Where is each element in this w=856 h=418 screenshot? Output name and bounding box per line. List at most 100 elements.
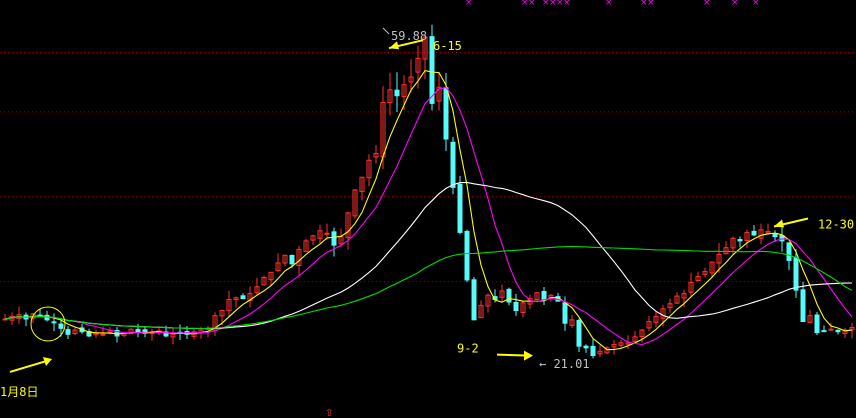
top-marker-1: × [521,0,529,8]
candle-82 [576,318,582,353]
candle-120 [842,327,848,338]
candle-52 [366,154,372,187]
candle-74 [520,301,526,318]
candle-45 [317,224,323,244]
candle-body-96 [674,295,680,304]
candle-118 [828,323,834,331]
candle-body-77 [541,290,547,300]
candle-body-102 [716,253,722,264]
candle-41 [289,254,295,268]
candle-body-56 [394,89,400,97]
candle-body-61 [429,36,435,104]
candle-34 [240,293,246,300]
candle-47 [331,227,337,257]
candle-body-88 [618,342,624,346]
candle-9 [65,326,71,339]
candle-body-8 [58,323,64,329]
top-marker-11: × [731,0,739,8]
candle-body-43 [303,240,309,253]
candle-body-33 [233,297,239,301]
arrow-head [43,356,52,366]
candle-51 [359,176,365,201]
candle-81 [569,314,575,328]
annotation-2: 6-15 [388,39,462,53]
top-marker-7: × [605,0,613,8]
candle-body-53 [373,152,379,158]
candle-119 [835,329,841,335]
top-marker-6: × [563,0,571,8]
date-label: 12-30 [818,217,854,231]
candle-108 [758,223,764,245]
annotation-1: ← 21.01 [539,357,590,371]
bottom-marker: ⇧ [325,408,333,418]
candle-105 [737,236,743,248]
low-price-label: ← 21.01 [539,357,590,371]
candle-24 [170,327,176,345]
candle-93 [653,311,659,328]
candle-body-73 [513,301,519,312]
candle-body-74 [520,302,526,314]
candle-body-57 [401,84,407,98]
candle-32 [226,290,232,317]
candle-body-120 [842,329,848,335]
candle-body-66 [464,230,470,281]
arrow-head [389,41,399,50]
candle-body-106 [744,231,750,241]
candle-body-112 [786,242,792,261]
candle-body-47 [331,231,337,246]
candle-36 [254,277,260,296]
candle-body-116 [814,314,820,334]
annotation-5: 1月8日 [0,306,66,399]
top-marker-2: × [528,0,536,8]
candle-50 [352,188,358,219]
candle-114 [800,281,806,323]
candle-92 [646,316,652,331]
candle-66 [464,229,470,283]
candle-115 [807,309,813,324]
candle-body-97 [681,293,687,299]
top-marker-5: × [556,0,564,8]
highlight-circle [30,306,66,342]
candle-72 [506,287,512,306]
candle-83 [583,344,589,353]
candle-103 [723,241,729,255]
candle-88 [618,339,624,348]
arrow-head [524,350,533,361]
candle-body-34 [240,295,246,300]
candle-49 [345,211,351,250]
candle-76 [534,292,540,301]
candle-body-108 [758,229,764,239]
candle-body-87 [611,343,617,348]
moving-average-lines [4,69,853,351]
arrow-shaft [9,359,51,373]
candle-body-58 [408,76,414,83]
candle-body-91 [639,329,645,337]
annotations: 59.88 ← 21.01 6-15 9-2 12-30 1月8日 [0,27,854,399]
candle-body-115 [807,315,813,323]
candle-39 [275,253,281,273]
annotation-0: 59.88 [382,27,427,43]
candle-body-119 [835,329,841,333]
candle-62 [436,72,442,111]
candle-body-18 [128,328,134,335]
candle-100 [702,267,708,278]
candle-body-60 [422,36,428,60]
candle-body-32 [226,298,232,312]
candle-body-71 [499,290,505,298]
candle-body-10 [72,329,78,335]
candle-110 [772,230,778,243]
top-marker-4: × [549,0,557,8]
candle-109 [765,223,771,235]
candle-body-118 [828,328,834,331]
candle-body-63 [443,87,449,140]
candle-body-98 [688,281,694,293]
candle-body-9 [65,329,71,335]
candle-body-117 [821,330,827,333]
top-marker-10: × [703,0,711,8]
candle-body-45 [317,230,323,239]
grid-lines [0,51,856,283]
candle-58 [408,59,414,93]
candle-7 [51,313,57,332]
candle-body-86 [604,347,610,354]
candle-44 [310,234,316,246]
